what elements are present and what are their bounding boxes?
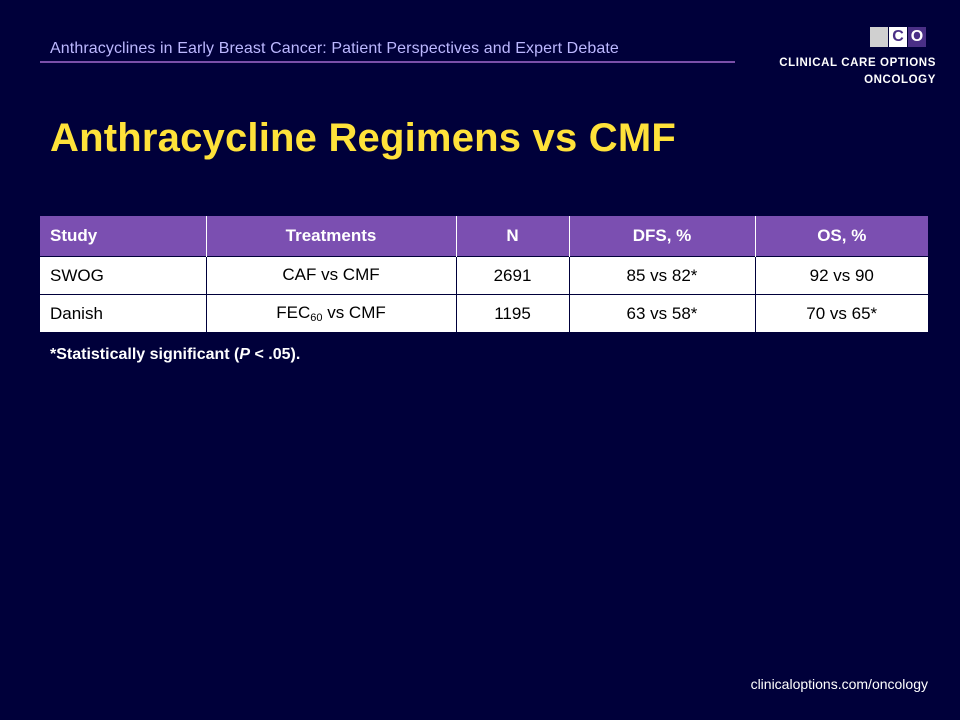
logo-letter-c1: C (870, 27, 888, 47)
treatment-text-tail: vs CMF (322, 303, 386, 322)
treatment-text: CAF vs CMF (282, 265, 380, 284)
cell-treatments: FEC60 vs CMF (206, 294, 457, 332)
column-header-os: OS, % (755, 216, 928, 257)
cell-study: Danish (40, 294, 207, 332)
logo-letter-c2: C (889, 27, 907, 47)
header-divider (40, 61, 735, 63)
treatment-subscript: 60 (310, 312, 323, 324)
treatment-text: FEC (276, 303, 311, 322)
clinical-care-options-logo: C C O CLINICAL CARE OPTIONS ONCOLOGY (760, 24, 936, 92)
cell-study: SWOG (40, 256, 207, 295)
table-row: Danish FEC60 vs CMF 1195 63 vs 58* 70 vs… (40, 294, 928, 332)
footnote-p-value-symbol: P (239, 346, 251, 363)
table-row: SWOG CAF vs CMF 2691 85 vs 82* 92 vs 90 (40, 256, 928, 295)
cell-n: 1195 (456, 294, 570, 332)
footnote: *Statistically significant (P < .05). (50, 346, 300, 364)
logo-letter-o: O (908, 27, 926, 47)
column-header-n: N (456, 216, 570, 257)
cco-logo-mark: C C O (870, 27, 928, 47)
footnote-text-end: < .05). (250, 346, 301, 363)
logo-text-line1: CLINICAL CARE OPTIONS (779, 57, 936, 69)
cell-dfs: 63 vs 58* (569, 294, 756, 332)
column-header-treatments: Treatments (206, 216, 457, 257)
footnote-text: *Statistically significant ( (50, 346, 240, 363)
results-table: Study Treatments N DFS, % OS, % SWOG CAF… (40, 216, 928, 332)
cell-os: 92 vs 90 (755, 256, 928, 295)
table-header-row: Study Treatments N DFS, % OS, % (40, 216, 928, 257)
logo-text-line2: ONCOLOGY (864, 74, 936, 86)
cell-treatments: CAF vs CMF (206, 256, 457, 295)
cell-n: 2691 (456, 256, 570, 295)
column-header-dfs: DFS, % (569, 216, 756, 257)
deck-subtitle: Anthracyclines in Early Breast Cancer: P… (50, 40, 619, 57)
footer-url[interactable]: clinicaloptions.com/oncology (750, 676, 928, 692)
cell-os: 70 vs 65* (755, 294, 928, 332)
cell-dfs: 85 vs 82* (569, 256, 756, 295)
column-header-study: Study (40, 216, 207, 257)
slide-title: Anthracycline Regimens vs CMF (50, 116, 676, 160)
